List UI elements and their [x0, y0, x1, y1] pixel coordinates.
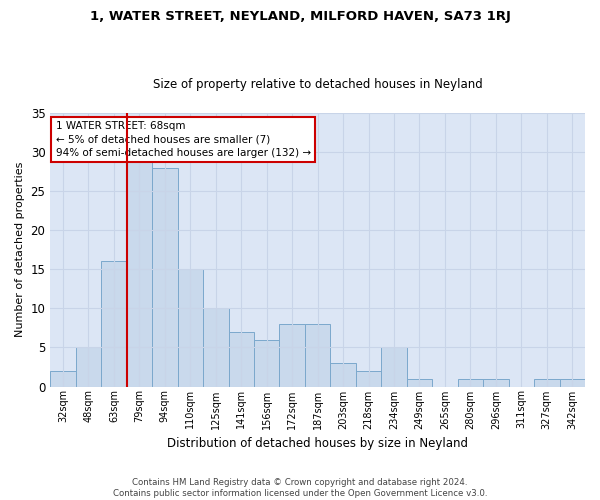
Bar: [152, 168, 178, 386]
X-axis label: Distribution of detached houses by size in Neyland: Distribution of detached houses by size …: [167, 437, 468, 450]
Text: 1 WATER STREET: 68sqm
← 5% of detached houses are smaller (7)
94% of semi-detach: 1 WATER STREET: 68sqm ← 5% of detached h…: [56, 121, 311, 158]
Bar: [203, 308, 229, 386]
Bar: [483, 378, 509, 386]
Bar: [101, 262, 127, 386]
Bar: [229, 332, 254, 386]
Y-axis label: Number of detached properties: Number of detached properties: [15, 162, 25, 338]
Bar: [280, 324, 305, 386]
Text: 1, WATER STREET, NEYLAND, MILFORD HAVEN, SA73 1RJ: 1, WATER STREET, NEYLAND, MILFORD HAVEN,…: [89, 10, 511, 23]
Bar: [76, 348, 101, 387]
Bar: [305, 324, 331, 386]
Bar: [407, 378, 432, 386]
Bar: [356, 371, 382, 386]
Bar: [534, 378, 560, 386]
Title: Size of property relative to detached houses in Neyland: Size of property relative to detached ho…: [153, 78, 482, 91]
Bar: [331, 363, 356, 386]
Bar: [382, 348, 407, 387]
Bar: [127, 160, 152, 386]
Bar: [254, 340, 280, 386]
Bar: [178, 270, 203, 386]
Text: Contains HM Land Registry data © Crown copyright and database right 2024.
Contai: Contains HM Land Registry data © Crown c…: [113, 478, 487, 498]
Bar: [458, 378, 483, 386]
Bar: [560, 378, 585, 386]
Bar: [50, 371, 76, 386]
